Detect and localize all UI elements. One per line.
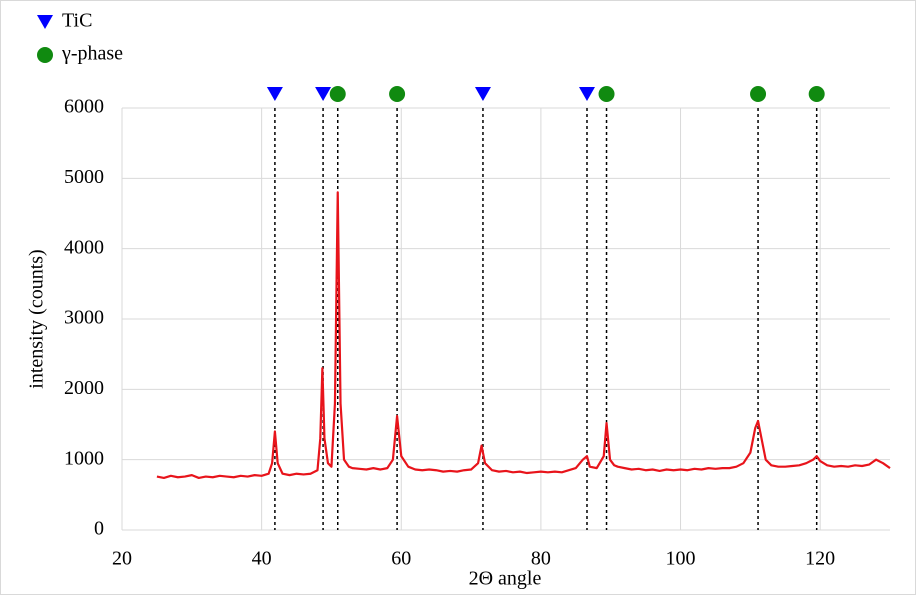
peak-marker (389, 86, 406, 102)
peak-marker (750, 86, 767, 102)
peak-marker (266, 87, 283, 101)
legend-symbol (37, 15, 53, 29)
y-tick-label: 0 (94, 518, 104, 540)
data-line (156, 191, 891, 480)
peak-marker (808, 86, 825, 102)
x-axis-label: 2Θ angle (469, 568, 542, 590)
legend-label: γ-phase (61, 43, 123, 65)
peak-marker (598, 86, 615, 102)
y-tick-label: 5000 (64, 166, 104, 188)
y-tick-label: 2000 (64, 377, 104, 399)
y-tick-label: 4000 (64, 236, 104, 258)
legend-symbol (37, 47, 53, 63)
x-tick-label: 100 (666, 548, 696, 570)
x-tick-label: 80 (531, 548, 551, 570)
peak-marker (329, 86, 346, 102)
peak-marker (315, 87, 332, 101)
y-tick-label: 1000 (64, 447, 104, 469)
x-tick-label: 60 (391, 548, 411, 570)
x-tick-label: 20 (112, 548, 132, 570)
legend-label: TiC (62, 10, 92, 32)
y-tick-label: 3000 (64, 307, 104, 329)
peak-marker (474, 87, 491, 101)
y-axis-label: intensity (counts) (26, 249, 48, 388)
peak-marker (578, 87, 595, 101)
x-tick-label: 120 (805, 548, 835, 570)
y-tick-label: 6000 (64, 96, 104, 118)
x-tick-label: 40 (252, 548, 272, 570)
